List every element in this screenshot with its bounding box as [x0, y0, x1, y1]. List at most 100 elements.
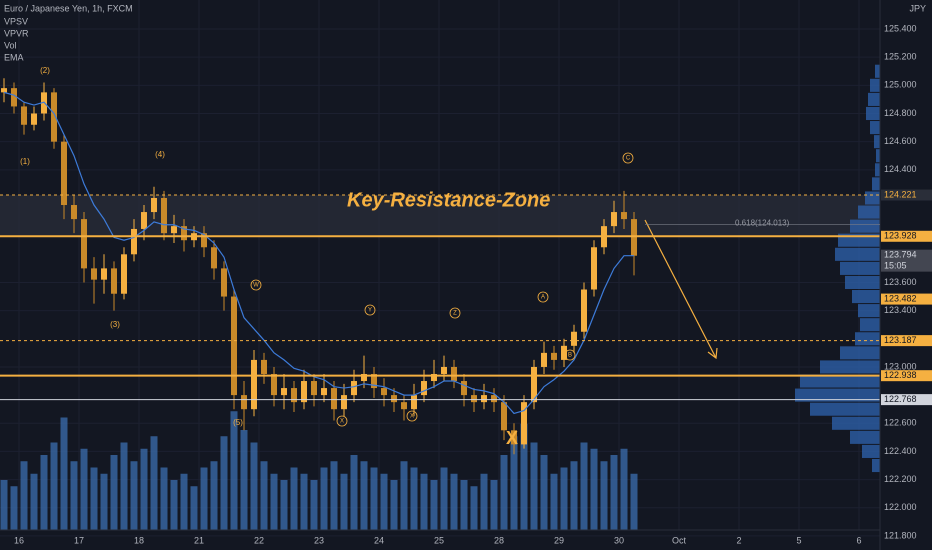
volume-bar — [490, 480, 498, 530]
volume-bar — [540, 455, 548, 530]
volume-bar — [440, 467, 448, 530]
wave-label: Z — [453, 311, 457, 317]
candle-body — [401, 402, 407, 410]
x-tick-label: 21 — [194, 535, 204, 545]
wave-label: C — [626, 156, 631, 162]
profile-bar — [858, 205, 880, 219]
profile-bar — [850, 219, 880, 233]
volume-bar — [510, 436, 518, 530]
candle-body — [391, 395, 397, 403]
level-tag — [881, 249, 932, 272]
candle-body — [181, 226, 187, 241]
profile-bar — [865, 191, 880, 205]
candle-body — [281, 388, 287, 396]
candle-body — [421, 381, 427, 396]
candle-body — [211, 247, 217, 269]
volume-bar — [10, 486, 18, 530]
volume-bar — [90, 467, 98, 530]
chart-title: Euro / Japanese Yen, 1h, FXCM — [4, 3, 133, 13]
candle-body — [571, 331, 577, 346]
zone-label: Key-Resistance-Zone — [347, 189, 550, 211]
volume-bar — [340, 473, 348, 530]
candle-body — [261, 359, 267, 374]
wave-label: (4) — [155, 150, 165, 159]
volume-bar — [310, 480, 318, 530]
level-label: 122.938 — [884, 370, 917, 380]
candle-body — [231, 296, 237, 396]
candle-body — [291, 388, 297, 403]
profile-bar — [874, 135, 880, 149]
candle-body — [141, 212, 147, 229]
volume-bar — [60, 417, 68, 530]
volume-bar — [210, 461, 218, 530]
profile-bar — [875, 64, 880, 78]
profile-bar — [855, 332, 880, 346]
volume-bar — [410, 467, 418, 530]
x-tick-label: 28 — [494, 535, 504, 545]
volume-bar — [480, 473, 488, 530]
candle-body — [331, 388, 337, 410]
volume-bar — [370, 467, 378, 530]
candle-body — [521, 402, 527, 445]
wave-label: (5) — [233, 418, 243, 427]
profile-bar — [858, 304, 880, 318]
candle-body — [221, 268, 227, 297]
profile-bar — [840, 346, 880, 360]
volume-bar — [520, 423, 528, 530]
profile-bar — [840, 261, 880, 275]
wave-label: X — [410, 414, 414, 420]
candle-body — [151, 197, 157, 213]
volume-bar — [80, 448, 88, 530]
y-tick-label: 123.400 — [884, 305, 917, 315]
candle-body — [611, 212, 617, 227]
volume-bar — [590, 448, 598, 530]
candle-body — [111, 268, 117, 294]
level-label: 123.482 — [884, 293, 917, 303]
candle-body — [621, 212, 627, 220]
candle-body — [51, 92, 57, 142]
x-tick-label: 30 — [614, 535, 624, 545]
volume-bar — [110, 455, 118, 530]
indicator: VPVR — [4, 28, 29, 38]
volume-bar — [200, 467, 208, 530]
candle-body — [311, 381, 317, 396]
candle-body — [381, 388, 387, 396]
level-tag — [881, 394, 932, 406]
candle-body — [11, 88, 17, 107]
y-tick-label: 125.400 — [884, 23, 917, 33]
volume-bar — [400, 461, 408, 530]
candle-body — [71, 205, 77, 220]
profile-bar — [870, 121, 880, 135]
volume-bar — [220, 436, 228, 530]
volume-bar — [170, 480, 178, 530]
profile-bar — [872, 177, 880, 191]
candle-body — [0, 88, 7, 93]
candle-body — [81, 219, 87, 269]
candle-body — [241, 395, 247, 410]
level-label: 123.928 — [884, 231, 917, 241]
volume-bar — [320, 467, 328, 530]
profile-bar — [875, 163, 880, 177]
wave-label: X — [340, 419, 344, 425]
x-tick-label: 18 — [134, 535, 144, 545]
y-tick-label: 121.800 — [884, 530, 917, 540]
candle-body — [471, 395, 477, 403]
volume-bar — [550, 473, 558, 530]
y-tick-label: 122.200 — [884, 474, 917, 484]
profile-bar — [800, 374, 880, 388]
level-label: 124.221 — [884, 189, 917, 199]
level-label: 123.187 — [884, 335, 917, 345]
volume-bar — [420, 473, 428, 530]
y-tick-label: 122.400 — [884, 446, 917, 456]
x-tick-label: 25 — [434, 535, 444, 545]
wave-label: (3) — [110, 320, 120, 329]
volume-bar — [610, 455, 618, 530]
wave-circles — [250, 152, 634, 427]
profile-bar — [832, 416, 880, 430]
y-tick-label: 122.000 — [884, 502, 917, 512]
candle-body — [321, 388, 327, 396]
candle-body — [561, 345, 567, 360]
profile-bar — [852, 290, 880, 304]
